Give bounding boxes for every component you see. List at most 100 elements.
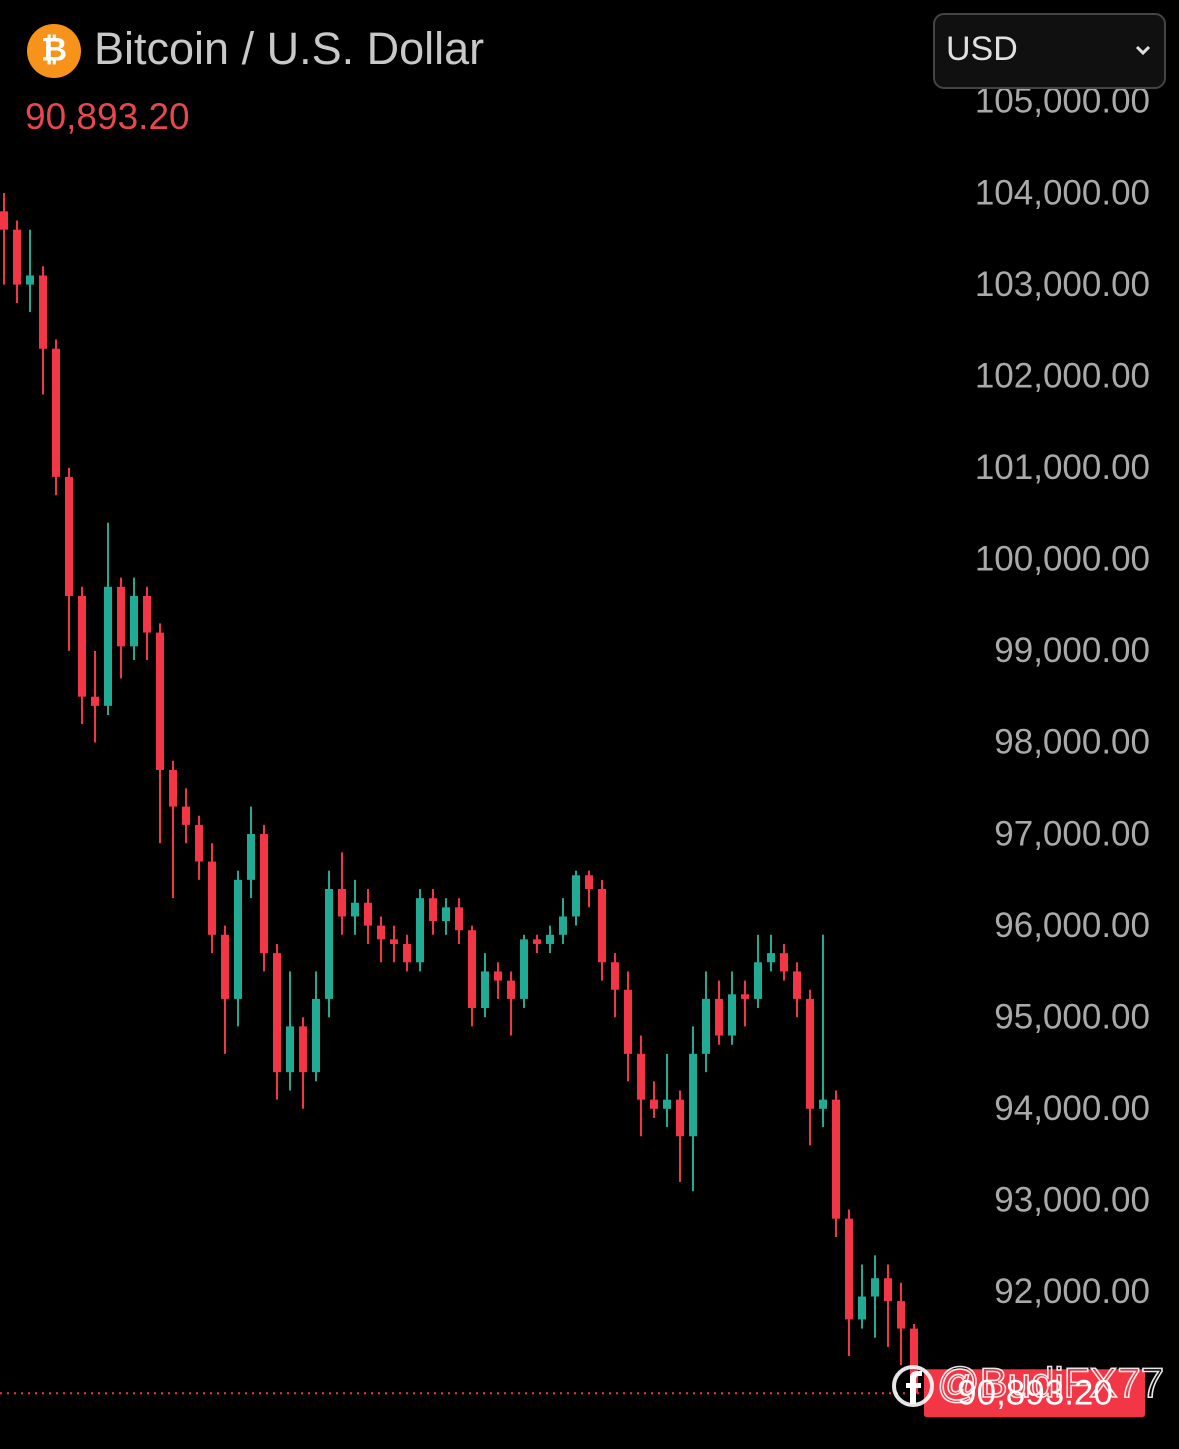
candle-body bbox=[650, 1099, 658, 1109]
candle-body bbox=[507, 980, 515, 999]
candle-body bbox=[364, 902, 372, 926]
watermark-text: @BudiFX77 bbox=[937, 1359, 1164, 1406]
candle-body bbox=[793, 971, 801, 999]
candle-body bbox=[819, 1099, 827, 1109]
y-tick-label: 102,000.00 bbox=[975, 356, 1150, 395]
candle-body bbox=[611, 962, 619, 990]
candle-body bbox=[494, 971, 502, 981]
candle-body bbox=[754, 962, 762, 999]
candle-body bbox=[286, 1026, 294, 1073]
candle-body bbox=[91, 696, 99, 706]
candle-body bbox=[156, 632, 164, 770]
candle-body bbox=[234, 879, 242, 999]
candle-body bbox=[130, 595, 138, 647]
candle-body bbox=[676, 1099, 684, 1137]
candle-body bbox=[884, 1278, 892, 1302]
candle-body bbox=[806, 998, 814, 1109]
currency-select[interactable]: USD bbox=[933, 13, 1166, 89]
select-box[interactable] bbox=[933, 13, 1166, 89]
candle-body bbox=[897, 1301, 905, 1329]
candle-body bbox=[13, 229, 21, 285]
candle-body bbox=[143, 595, 151, 633]
y-tick-label: 98,000.00 bbox=[994, 723, 1150, 762]
y-tick-label: 103,000.00 bbox=[975, 265, 1150, 304]
chart-title: Bitcoin / U.S. Dollar bbox=[94, 23, 484, 74]
candle-body bbox=[728, 994, 736, 1036]
candle-body bbox=[403, 943, 411, 963]
candle-body bbox=[65, 476, 73, 596]
candle-body bbox=[572, 875, 580, 917]
y-tick-label: 99,000.00 bbox=[994, 631, 1150, 670]
candle-body bbox=[182, 806, 190, 825]
candle-body bbox=[689, 1053, 697, 1137]
candle-body bbox=[195, 824, 203, 862]
candle-body bbox=[481, 971, 489, 1009]
candle-body bbox=[312, 998, 320, 1073]
watermark: @BudiFX77 bbox=[892, 1358, 1165, 1407]
candle-body bbox=[741, 994, 749, 999]
candle-body bbox=[546, 934, 554, 944]
candle-body bbox=[351, 902, 359, 917]
y-tick-label: 94,000.00 bbox=[994, 1089, 1150, 1128]
y-tick-label: 93,000.00 bbox=[994, 1181, 1150, 1220]
candle-body bbox=[325, 889, 333, 999]
y-tick-label: 100,000.00 bbox=[975, 540, 1150, 579]
candle-body bbox=[858, 1296, 866, 1320]
plot-area: 92,000.00 93,000.00 94,000.00 95,000.00 96,0… bbox=[0, 82, 1150, 1418]
candle-body bbox=[377, 925, 385, 940]
candle-body bbox=[39, 275, 47, 349]
candle-body bbox=[208, 861, 216, 935]
candle-body bbox=[871, 1278, 879, 1297]
y-tick-label: 101,000.00 bbox=[975, 448, 1150, 487]
facebook-icon bbox=[892, 1365, 934, 1407]
candle-body bbox=[624, 989, 632, 1054]
candle-body bbox=[442, 907, 450, 922]
candle-body bbox=[273, 953, 281, 1073]
candle-body bbox=[559, 916, 567, 935]
candle-body bbox=[221, 934, 229, 999]
candle-body bbox=[598, 889, 606, 963]
y-tick-label: 96,000.00 bbox=[994, 906, 1150, 945]
candle-body bbox=[455, 907, 463, 931]
currency-label[interactable]: USD bbox=[946, 30, 1018, 68]
candle-body bbox=[104, 586, 112, 706]
candle-body bbox=[585, 875, 593, 890]
candle-body bbox=[910, 1328, 918, 1394]
current-price: 90,893.20 bbox=[25, 96, 190, 137]
candle-body bbox=[715, 998, 723, 1036]
last-price-box bbox=[924, 1369, 1145, 1418]
candle-body bbox=[845, 1218, 853, 1320]
candle-body bbox=[767, 953, 775, 963]
candle-body bbox=[26, 275, 34, 285]
chevron[interactable] bbox=[1135, 45, 1151, 56]
candle-body bbox=[117, 586, 125, 647]
candle-body bbox=[0, 211, 8, 230]
facebook-glyph bbox=[906, 1371, 922, 1404]
y-tick-label: 97,000.00 bbox=[994, 814, 1150, 853]
candle-body bbox=[832, 1099, 840, 1219]
candle-body bbox=[338, 889, 346, 917]
last-price-label: 90,893.20 bbox=[957, 1374, 1113, 1413]
y-tick-label: 104,000.00 bbox=[975, 173, 1150, 212]
candle-body bbox=[702, 998, 710, 1054]
candle-body bbox=[78, 595, 86, 697]
candle-body bbox=[663, 1099, 671, 1109]
candle-body bbox=[429, 898, 437, 922]
candle-body bbox=[247, 834, 255, 880]
logo-symbol: ₿ bbox=[41, 31, 67, 67]
y-tick-label: 95,000.00 bbox=[994, 997, 1150, 1036]
candle-body bbox=[533, 939, 541, 944]
candle-body bbox=[299, 1026, 307, 1073]
candle-body bbox=[468, 930, 476, 1009]
bitcoin-logo bbox=[27, 24, 81, 78]
y-tick-label: 92,000.00 bbox=[994, 1272, 1150, 1311]
candle-body bbox=[780, 953, 788, 972]
candle-body bbox=[520, 939, 528, 999]
candle-body bbox=[416, 898, 424, 963]
candle-body bbox=[52, 348, 60, 477]
candle-body bbox=[260, 834, 268, 954]
candle-body bbox=[169, 769, 177, 807]
